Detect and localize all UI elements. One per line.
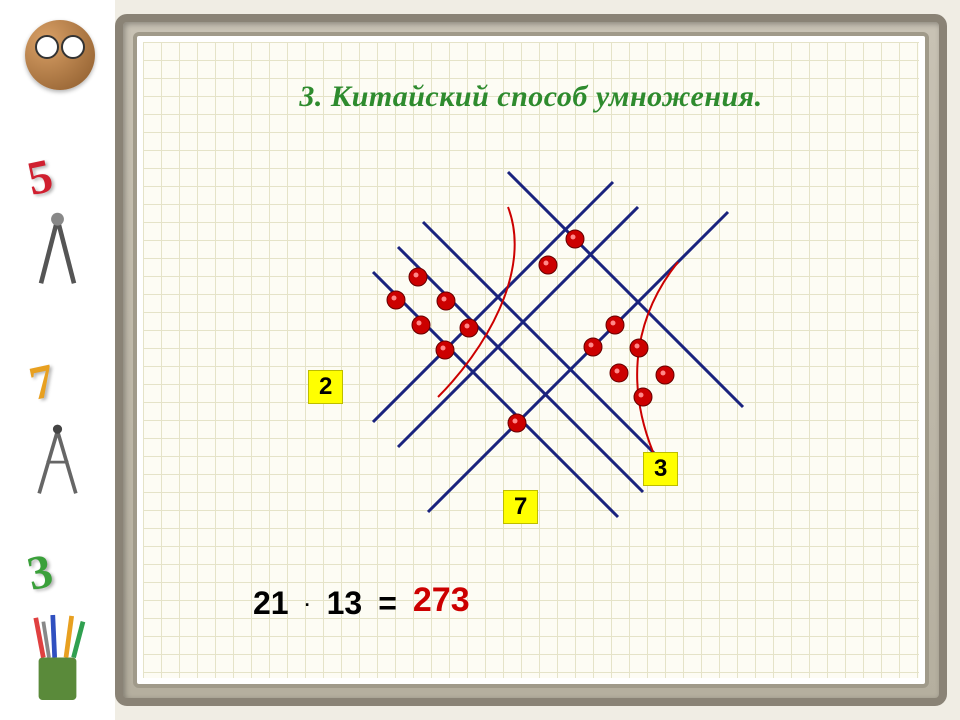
compass-icon [30,210,85,293]
slide-title: 3. Китайский способ умножения. [183,80,879,114]
operand-b: 13 [327,585,363,622]
equals-sign: = [378,585,397,622]
sidebar-number-3: 3 [23,543,58,602]
grid-paper: 3. Китайский способ умножения. 21 · 13 =… [143,42,919,678]
multiplication-diagram [283,162,783,522]
slide-frame: 3. Китайский способ умножения. 21 · 13 =… [115,14,947,706]
owl-mascot [25,20,95,90]
operand-a: 21 [253,585,289,622]
slide-inner-frame: 3. Китайский способ умножения. 21 · 13 =… [133,32,929,688]
decorative-sidebar: 5 7 3 [0,0,115,720]
divider-icon [30,420,85,503]
sidebar-number-5: 5 [23,148,58,207]
multiply-dot: · [305,595,311,616]
count-box-2: 2 [308,370,343,404]
count-box-7: 7 [503,490,538,524]
sidebar-number-7: 7 [25,353,60,412]
count-box-3: 3 [643,452,678,486]
equation-result: 273 [413,581,470,620]
pencil-cup-icon [15,610,100,705]
equation: 21 · 13 = 273 [253,584,470,623]
